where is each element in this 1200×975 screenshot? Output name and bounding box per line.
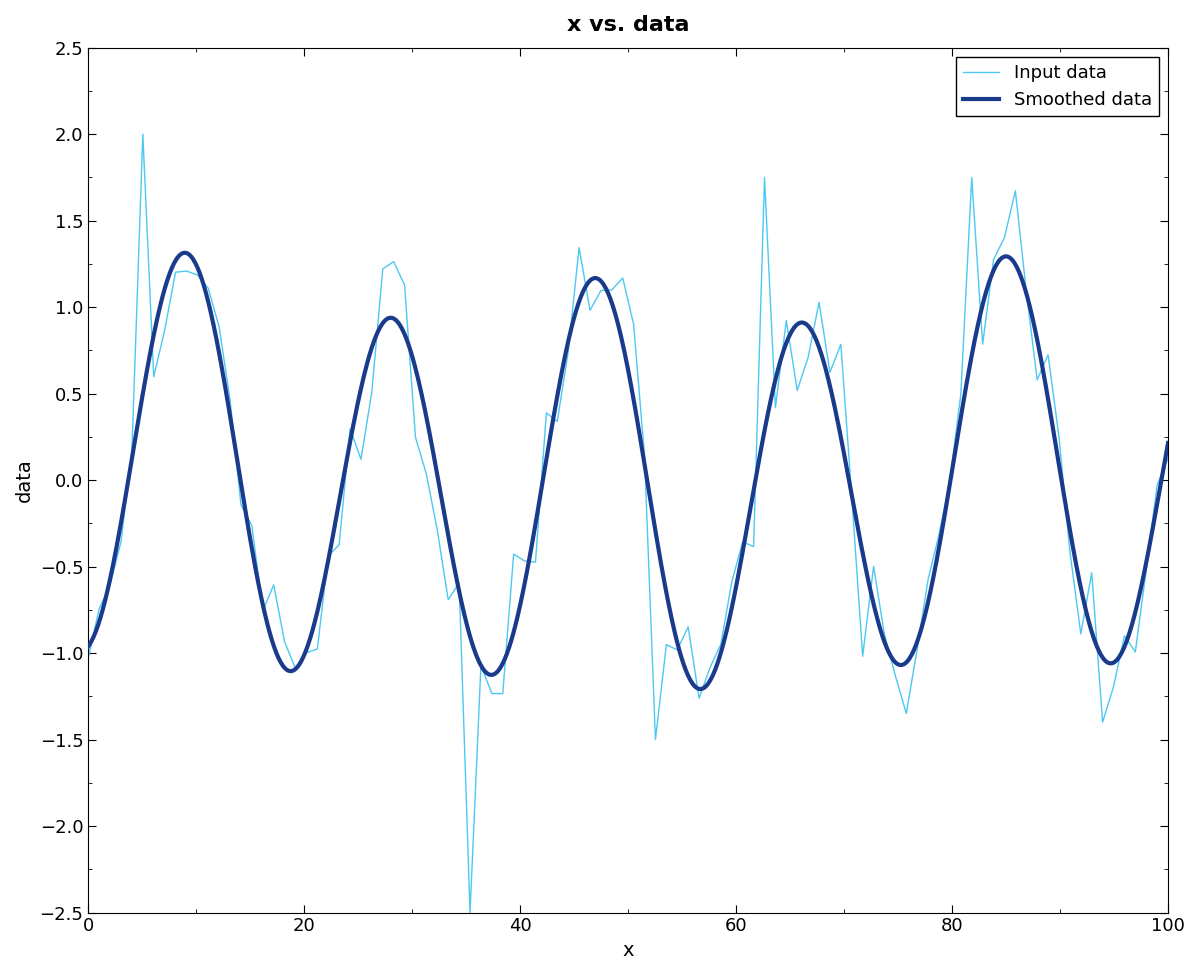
Smoothed data xyxy=(82,641,96,652)
Y-axis label: data: data xyxy=(14,458,34,502)
Title: x vs. data: x vs. data xyxy=(566,15,690,35)
Smoothed data xyxy=(518,570,533,582)
Line: Smoothed data: Smoothed data xyxy=(89,253,1168,689)
Smoothed data xyxy=(1160,437,1175,448)
Input data xyxy=(343,423,358,435)
Smoothed data xyxy=(178,247,192,258)
Input data xyxy=(746,541,761,553)
Input data xyxy=(136,129,150,140)
Input data xyxy=(659,639,673,650)
Input data xyxy=(1160,452,1175,464)
Smoothed data xyxy=(944,466,959,478)
Smoothed data xyxy=(824,389,839,401)
Smoothed data xyxy=(192,267,206,279)
Input data xyxy=(1096,717,1110,728)
Input data xyxy=(82,652,96,664)
Smoothed data xyxy=(692,683,707,695)
Legend: Input data, Smoothed data: Input data, Smoothed data xyxy=(956,57,1159,116)
Input data xyxy=(1128,646,1142,658)
Line: Input data: Input data xyxy=(89,135,1168,913)
Smoothed data xyxy=(925,576,940,588)
X-axis label: x: x xyxy=(623,941,634,960)
Input data xyxy=(463,907,478,918)
Smoothed data xyxy=(558,351,572,363)
Input data xyxy=(299,646,313,658)
